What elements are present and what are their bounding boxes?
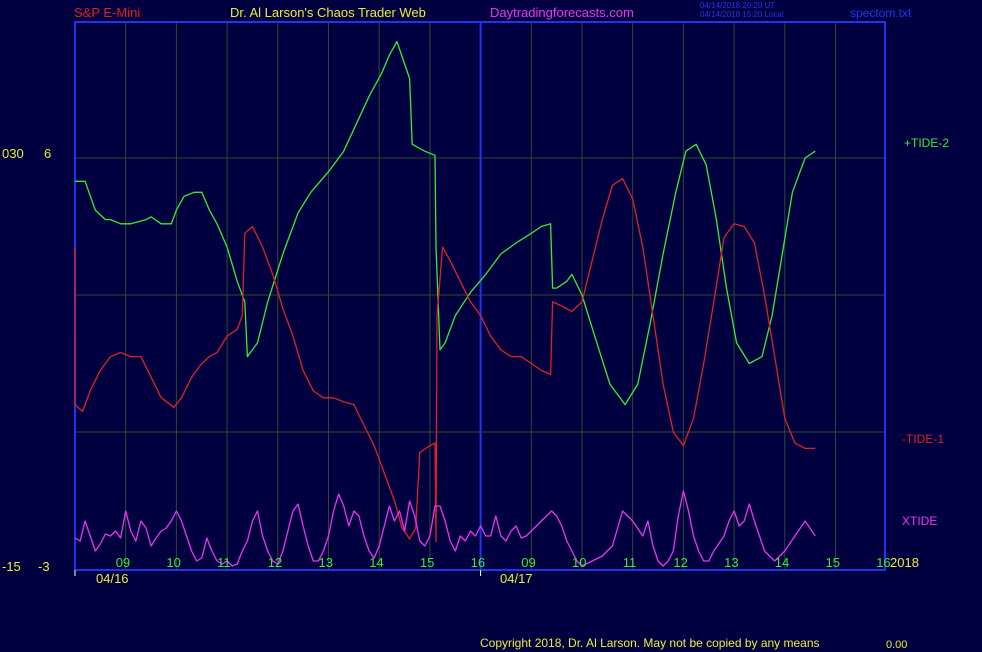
date-label-1: 04/16 (96, 571, 129, 586)
axis-outer-bottom: -15 (2, 559, 21, 574)
series-line-tide-2 (75, 40, 816, 406)
axis-inner-top: 6 (44, 146, 52, 161)
x-tick-label: 12 (673, 555, 688, 570)
series-label-tide-minus: -TIDE-1 (902, 432, 944, 446)
x-tick-label: 15 (825, 555, 840, 570)
axis-outer-top: 030 (2, 146, 24, 161)
series-label-tide-plus: +TIDE-2 (904, 136, 950, 150)
stamp-local: 04/14/2018 15:20 Local (700, 10, 784, 19)
copyright: Copyright 2018, Dr. Al Larson. May not b… (480, 636, 820, 650)
series-line-tide-1 (74, 177, 816, 543)
x-tick-label: 16 (470, 555, 486, 570)
x-tick-label: 09 (521, 555, 536, 570)
x-tick-label: 10 (572, 555, 587, 570)
series-label-xtide: XTIDE (902, 514, 938, 528)
site-url[interactable]: Daytradingforecasts.com (490, 5, 634, 20)
readout: 0.00 (886, 639, 908, 651)
year-label: 2018 (890, 555, 919, 570)
plot-frame (74, 21, 886, 576)
x-tick-label: 12 (267, 555, 283, 570)
stamp-ut: 04/14/2018 20:20 UT (700, 1, 776, 10)
x-tick-label: 10 (166, 555, 181, 570)
axis-inner-bottom: -3 (38, 559, 50, 574)
x-tick-label: 09 (115, 555, 131, 570)
x-tick-label: 11 (217, 555, 231, 570)
source-file: spectom.txt (850, 6, 912, 20)
x-tick-label: 13 (318, 555, 333, 570)
x-tick-label: 15 (419, 555, 435, 570)
x-tick-label: 11 (622, 555, 637, 570)
x-tick-label: 13 (724, 555, 739, 570)
x-tick-label: 14 (774, 555, 790, 570)
x-tick-label: 14 (369, 555, 384, 570)
series-lines (74, 40, 816, 567)
x-tick-label: 16 (876, 555, 891, 570)
site-title: Dr. Al Larson's Chaos Trader Web (230, 5, 426, 20)
series-line-xtide (74, 490, 816, 567)
date-label-2: 04/17 (500, 571, 533, 586)
symbol-title: S&P E-Mini (74, 5, 141, 20)
